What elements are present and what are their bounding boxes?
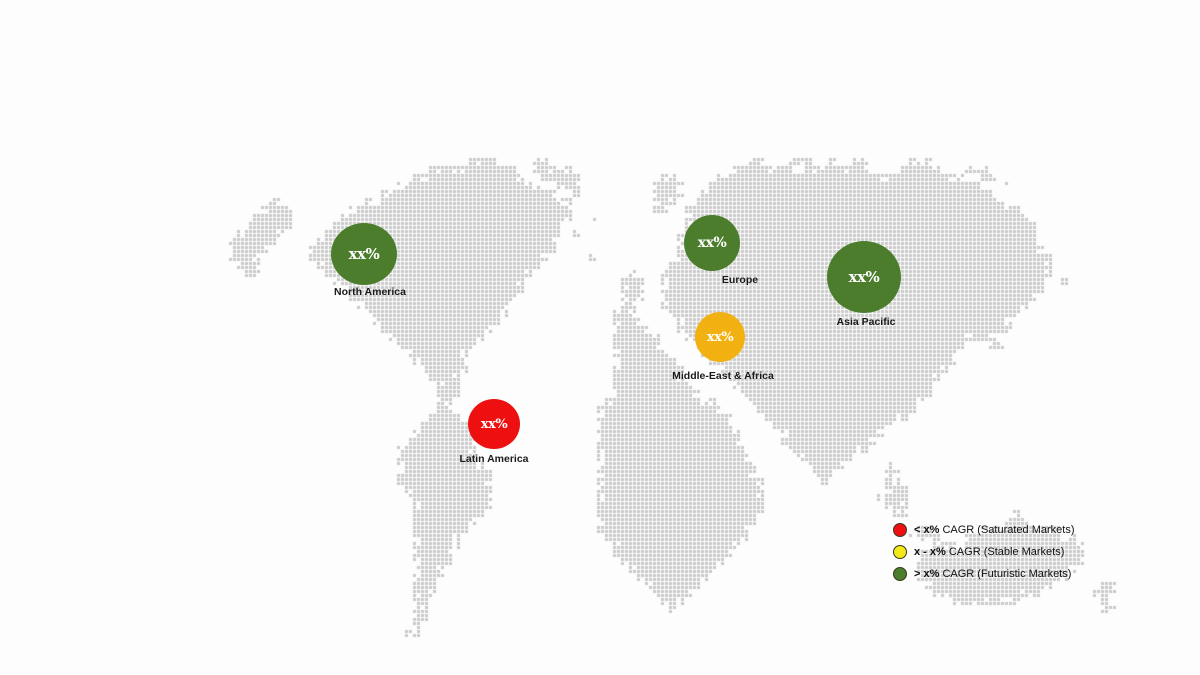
region-value-asia-pacific: xx%	[848, 267, 880, 286]
region-label-middle-east-africa: Middle-East & Africa	[672, 370, 774, 382]
region-value-north-america: xx%	[348, 244, 380, 263]
region-value-latin-america: xx%	[480, 416, 508, 432]
legend-label-1: x - x% CAGR (Stable Markets)	[914, 545, 1065, 558]
region-bubble-middle-east-africa[interactable]: xx%	[695, 312, 745, 362]
legend-swatch-icon-2	[893, 567, 907, 581]
legend-item-1[interactable]: x - x% CAGR (Stable Markets)	[893, 541, 1074, 563]
region-bubble-north-america[interactable]: xx%	[331, 223, 397, 285]
legend-swatch-icon-0	[893, 523, 907, 537]
region-label-asia-pacific: Asia Pacific	[836, 316, 896, 328]
legend-swatch-icon-1	[893, 545, 907, 559]
legend-label-2: > x% CAGR (Futuristic Markets)	[914, 567, 1072, 580]
region-bubble-europe[interactable]: xx%	[684, 215, 740, 271]
region-bubble-latin-america[interactable]: xx%	[468, 399, 520, 449]
region-label-north-america: North America	[334, 286, 406, 298]
region-label-europe: Europe	[721, 274, 759, 286]
legend-item-2[interactable]: > x% CAGR (Futuristic Markets)	[893, 563, 1074, 585]
region-value-middle-east-africa: xx%	[706, 329, 734, 345]
legend-label-0: < x% CAGR (Saturated Markets)	[914, 523, 1075, 536]
cagr-legend: < x% CAGR (Saturated Markets) x - x% CAGR…	[893, 519, 1074, 585]
region-value-europe: xx%	[697, 235, 727, 251]
legend-item-0[interactable]: < x% CAGR (Saturated Markets)	[893, 519, 1074, 541]
region-label-latin-america: Latin America	[459, 453, 529, 465]
region-bubble-asia-pacific[interactable]: xx%	[827, 241, 901, 313]
